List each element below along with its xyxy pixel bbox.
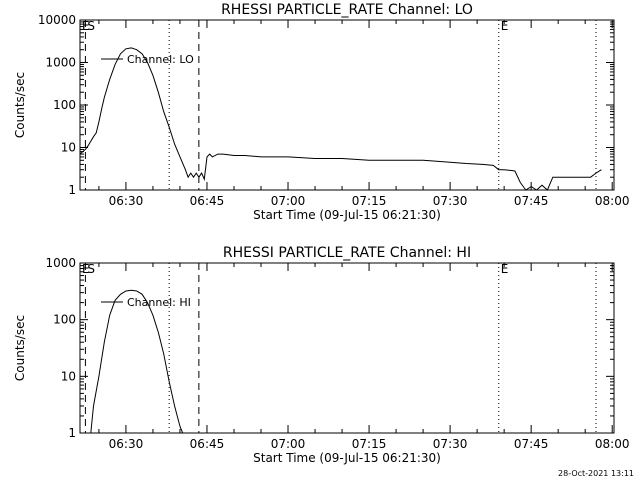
y-axis-label: Counts/sec [13,315,27,381]
hi-channel-panel: RHESSI PARTICLE_RATE Channel: HI 06:30 06:… [13,245,629,465]
x-tick-label: 07:30 [433,437,468,451]
plot-frame [79,262,615,434]
x-tick-label: 06:45 [190,194,225,208]
plot-frame [79,19,615,191]
y-tick-label: 10 [61,141,76,155]
time-marker-label: E [501,19,509,33]
legend-label: Channel: LO [127,53,194,66]
y-tick-label: 1000 [45,56,76,70]
x-axis-label: Start Time (09-Jul-15 06:21:30) [253,208,441,222]
y-tick-label: 1 [68,426,76,440]
x-tick-label: 06:30 [109,194,144,208]
y-tick-label: 10000 [38,13,76,27]
x-tick-label: 07:15 [352,194,387,208]
x-tick-label: 07:45 [514,194,549,208]
x-tick-label: 06:30 [109,437,144,451]
x-axis-label: Start Time (09-Jul-15 06:21:30) [253,451,441,465]
plot-timestamp: 28-Oct-2021 13:11 [558,469,634,478]
y-tick-label: 10 [61,369,76,383]
y-tick-label: 1 [68,183,76,197]
chart-title: RHESSI PARTICLE_RATE Channel: LO [221,2,473,18]
x-tick-label: 07:45 [514,437,549,451]
x-tick-label: 07:30 [433,194,468,208]
chart-title: RHESSI PARTICLE_RATE Channel: HI [223,245,471,261]
x-tick-label: 07:15 [352,437,387,451]
time-marker-label: S [87,19,95,33]
time-marker-label: E [501,262,509,276]
x-tick-label: 07:00 [271,194,306,208]
series-line [90,289,184,434]
time-marker-label: S [87,262,95,276]
series-line [79,47,602,191]
x-tick-label: 06:45 [190,437,225,451]
x-tick-label: 08:00 [595,437,630,451]
y-tick-label: 1000 [45,256,76,270]
legend-label: Channel: HI [127,296,191,309]
lo-channel-panel: RHESSI PARTICLE_RATE Channel: LO 06:30 06:… [13,2,629,222]
y-tick-label: 100 [53,313,76,327]
x-tick-label: 07:00 [271,437,306,451]
y-tick-label: 100 [53,98,76,112]
y-axis-label: Counts/sec [13,72,27,138]
x-tick-label: 08:00 [595,194,630,208]
